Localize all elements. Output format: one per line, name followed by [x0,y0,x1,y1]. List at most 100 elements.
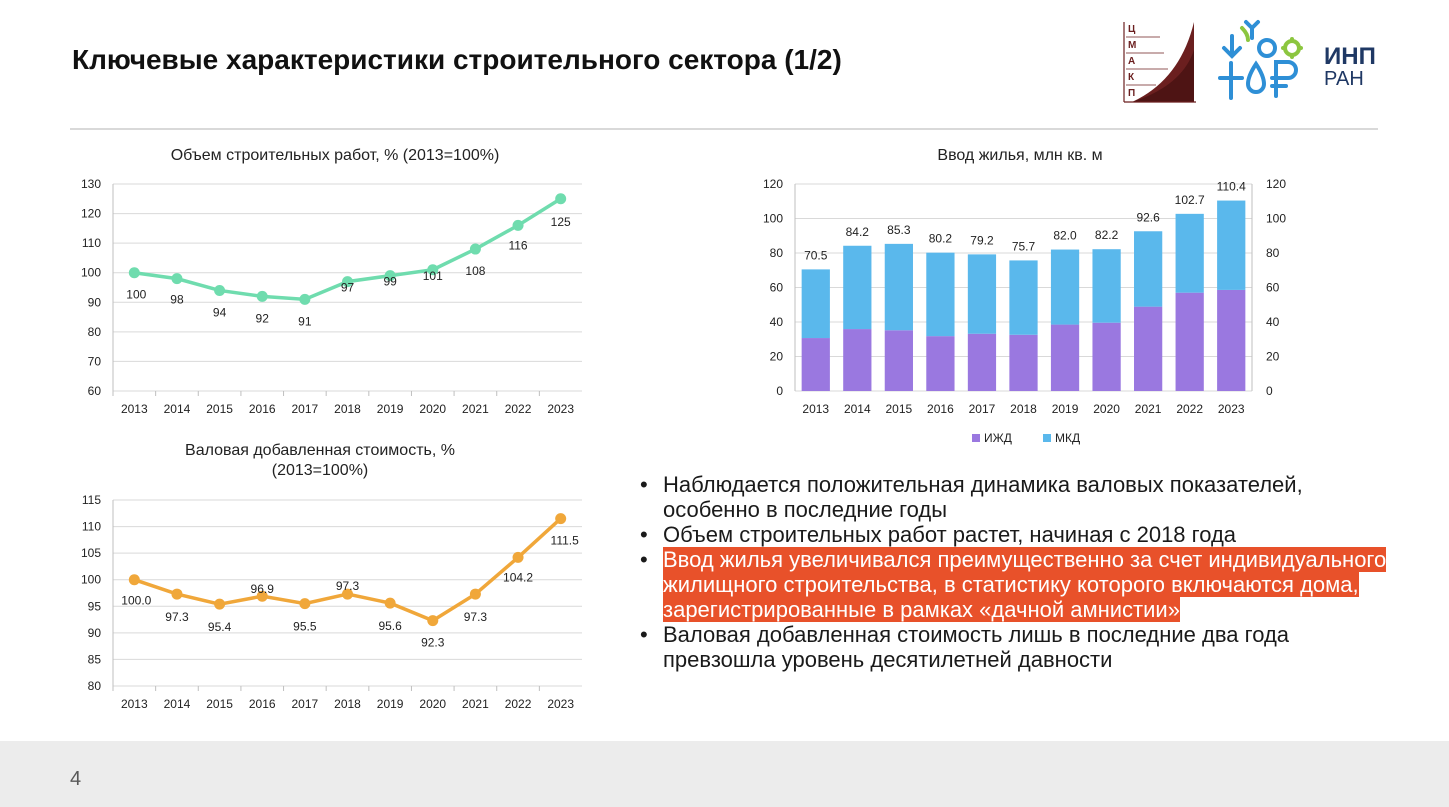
data-point [427,264,439,276]
x-tick-label: 2017 [292,402,319,416]
x-tick-label: 2020 [419,697,446,711]
y2-tick-label: 60 [1266,281,1280,295]
x-tick-label: 2020 [419,402,446,416]
y-tick-label: 90 [88,295,102,309]
x-tick-label: 2013 [121,402,148,416]
data-point [555,193,567,205]
data-label: 97.3 [464,610,488,624]
data-point [512,551,524,563]
x-tick-label: 2016 [249,402,276,416]
bar-total-label: 70.5 [804,248,828,262]
bar-total-label: 92.6 [1136,210,1160,224]
y-tick-label: 60 [88,384,102,398]
data-point [469,243,481,255]
x-tick-label: 2023 [547,697,574,711]
data-point [171,273,183,285]
logo-letter: А [1128,56,1135,67]
x-tick-label: 2019 [1052,402,1079,416]
footer-bar [0,741,1449,807]
x-tick-label: 2015 [886,402,913,416]
cmakp-logo: Ц М А К П [1120,20,1198,104]
y-tick-label: 130 [81,177,101,191]
y-tick-label: 60 [770,281,784,295]
data-label: 94 [213,305,227,319]
bullet-text: Наблюдается положительная динамика валов… [663,472,1303,522]
page-number: 4 [70,768,82,790]
x-tick-label: 2015 [206,402,233,416]
y-tick-label: 85 [88,652,102,666]
chart2-title: Валовая добавленная стоимость, % (2013=1… [185,442,455,479]
x-tick-label: 2021 [1135,402,1162,416]
bar-izhd [967,333,997,391]
x-tick-label: 2022 [505,697,532,711]
bullet-text-highlighted: Ввод жилья увеличивался преимущественно … [663,547,1387,622]
x-tick-label: 2017 [969,402,996,416]
bar-total-label: 84.2 [846,225,870,239]
logo-letter: П [1128,88,1135,99]
bullet-item: • Валовая добавленная стоимость лишь в по… [640,622,1290,672]
x-tick-label: 2015 [206,697,233,711]
data-point [342,276,353,288]
x-tick-label: 2020 [1093,402,1120,416]
y-tick-label: 95 [88,599,102,613]
data-label: 99 [383,275,397,289]
slide-title: Ключевые характеристики строительного се… [72,44,842,75]
bar-total-label: 110.4 [1217,180,1246,194]
legend-label-mkd: МКД [1055,431,1080,445]
y2-tick-label: 0 [1266,384,1273,398]
y-tick-label: 20 [770,350,784,364]
bar-izhd [801,338,830,391]
y-tick-label: 80 [770,246,784,260]
bar-izhd [884,330,913,391]
bullet-text: Объем строительных работ растет, начиная… [663,522,1237,547]
data-point [342,588,353,600]
duor-logo [1218,20,1303,100]
legend-label-izhd: ИЖД [984,431,1012,445]
ran-text: РАН [1324,68,1364,90]
y-tick-label: 110 [82,236,101,250]
bullet-text: Валовая добавленная стоимость лишь в пос… [663,622,1290,672]
data-point [256,290,268,302]
bar-total-label: 102.7 [1175,193,1205,207]
x-tick-label: 2016 [249,697,276,711]
data-point [512,219,524,231]
data-label: 92 [256,311,270,325]
data-point [214,284,226,296]
x-tick-label: 2014 [164,697,191,711]
data-point [427,615,439,627]
y-tick-label: 110 [82,520,101,534]
bar-izhd [1009,334,1038,391]
y2-tick-label: 80 [1266,246,1280,260]
data-label: 95.4 [208,620,232,634]
y-tick-label: 100 [81,573,101,587]
x-tick-label: 2019 [377,402,404,416]
legend-swatch-mkd [1043,434,1051,442]
x-tick-label: 2013 [121,697,148,711]
bullet-list: • Наблюдается положительная динамика вало… [640,472,1400,672]
data-label: 100.0 [121,594,151,608]
x-tick-label: 2017 [292,697,319,711]
data-point [555,513,567,525]
y-tick-label: 80 [88,325,102,339]
y-tick-label: 120 [81,207,101,221]
y-tick-label: 90 [88,626,102,640]
y-tick-label: 80 [88,679,102,693]
bar-total-label: 80.2 [929,232,953,246]
bar-total-label: 79.2 [970,233,994,247]
y-tick-label: 70 [88,354,102,368]
bar-izhd [926,336,955,391]
data-label: 97 [341,281,355,295]
bar-izhd [1050,324,1080,391]
bullet-item: • Ввод жилья увеличивался преимущественно… [640,547,1387,622]
bar-mkd [1134,231,1163,307]
bar-mkd [1217,200,1246,290]
bar-izhd [1134,306,1163,391]
bar-mkd [1050,249,1080,325]
bar-total-label: 82.0 [1053,229,1077,243]
y-tick-label: 0 [776,384,783,398]
legend-swatch-izhd [972,434,980,442]
y-tick-label: 115 [82,493,101,507]
gross-value-added-chart: 80 85 90 95 100 105 110 115 2013 2014 2015 2016 2017… [81,493,582,711]
data-point [128,267,140,279]
